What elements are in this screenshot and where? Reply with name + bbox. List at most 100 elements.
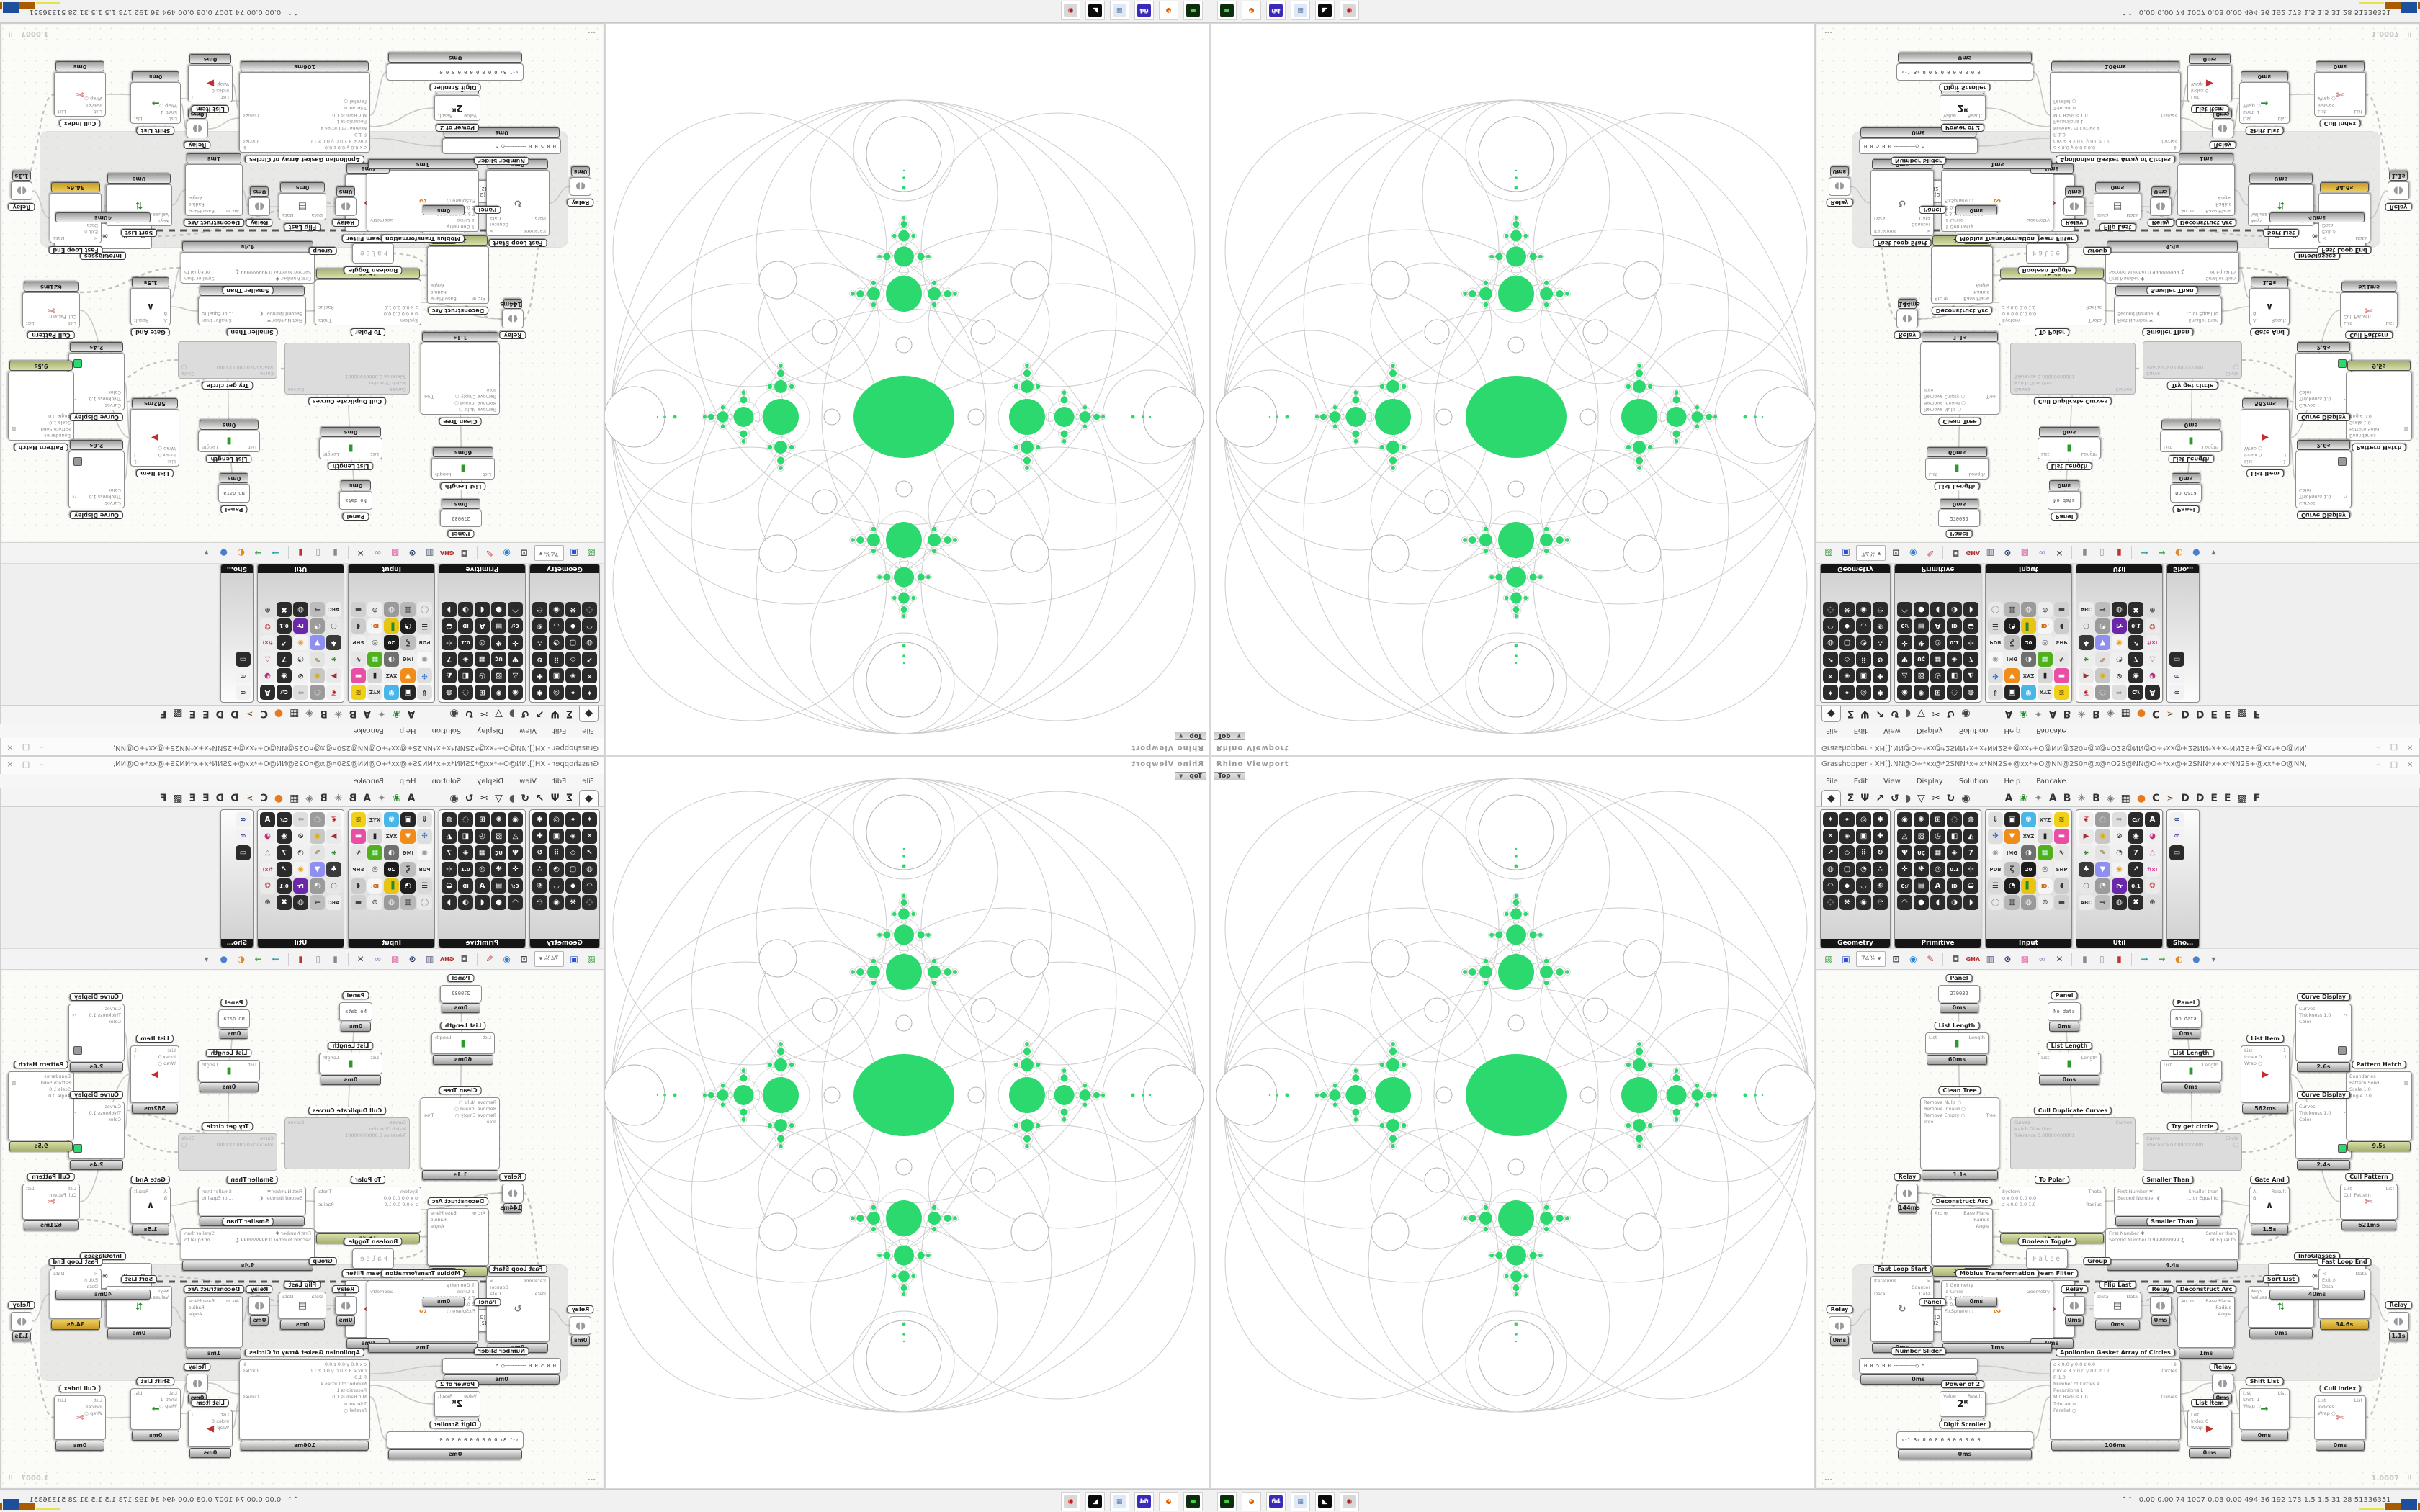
gh-node-panel-nodata-1[interactable]: No data (339, 1002, 372, 1021)
component-icon[interactable]: ◌ (2095, 685, 2110, 700)
component-icon[interactable]: ⇨ (2112, 812, 2127, 827)
toolbar-icon-13[interactable]: ✕ (2056, 954, 2063, 964)
component-icon[interactable]: ◆ (1839, 878, 1855, 894)
component-icon[interactable]: C:/ (277, 812, 292, 827)
component-icon[interactable]: ◈ (1947, 845, 1962, 860)
component-icon[interactable]: Ψ (508, 845, 523, 860)
gh-node-number-slider[interactable]: 0.0 5.0 0 ┄┄┄┄┄┄┄○ 5 (442, 1358, 561, 1374)
component-icon[interactable]: ▦ (2038, 652, 2053, 667)
plugin-tab-13[interactable]: D (2195, 793, 2205, 804)
toolbar-icon-10[interactable]: ⊙ (2004, 954, 2012, 964)
toolbar-icon-4[interactable]: ◉ (1909, 954, 1917, 964)
component-icon[interactable]: ⇒ (2095, 602, 2110, 617)
component-icon[interactable]: IMG (400, 652, 416, 667)
tab-9[interactable]: ◉ (449, 708, 459, 719)
gh-node-gate-and[interactable]: A Result B ∧ (2249, 1187, 2290, 1224)
menu-solution[interactable]: Solution (431, 726, 462, 735)
component-icon[interactable]: ↗ (277, 635, 292, 650)
plugin-tab-4[interactable]: B (349, 708, 357, 719)
component-icon[interactable]: ◌ (2095, 812, 2110, 827)
tab-0[interactable]: ◆ (1821, 706, 1841, 722)
gh-node-pattern-hatch[interactable]: Boundaries Pattern Solid ▨ Scale 1.0 Angle 0… (8, 372, 74, 441)
component-icon[interactable]: ✱ (1873, 685, 1888, 700)
component-icon[interactable]: ≋ (2054, 685, 2069, 700)
gh-node-flip-last[interactable]: Data Data ▤ (279, 193, 326, 220)
gh-node-panel-279032[interactable]: 279032 (1938, 510, 1980, 527)
toolbar-icon-17[interactable]: ▮ (298, 548, 303, 558)
component-icon[interactable]: ◈ (1839, 829, 1855, 844)
menu-file[interactable]: File (582, 777, 594, 786)
tab-0[interactable]: ◆ (579, 706, 599, 722)
component-icon[interactable]: ▶ (2079, 829, 2094, 844)
toolbar-icon-7[interactable]: ◘ (1952, 548, 1960, 558)
component-icon[interactable]: ◑ (384, 845, 399, 860)
component-icon[interactable]: ▼ (2095, 862, 2110, 877)
component-icon[interactable]: 0.1 (2128, 878, 2143, 894)
toolbar-icon-22[interactable]: ● (2192, 548, 2200, 558)
toolbar-icon-12[interactable]: ∞ (2038, 548, 2046, 558)
component-icon[interactable]: ▥ (400, 895, 416, 910)
gh-node-smaller-than-a[interactable]: First Number ✱ Smaller than Second Number … (2114, 1187, 2222, 1215)
component-icon[interactable]: ▶ (326, 668, 341, 683)
tab-6[interactable]: ▽ (1917, 708, 1925, 719)
component-icon[interactable]: ▢ (565, 635, 581, 650)
component-icon[interactable]: XYZ (367, 812, 382, 827)
component-icon[interactable]: ◭ (1963, 829, 1978, 844)
menu-pancake[interactable]: Pancake (354, 777, 384, 786)
plugin-tab-10[interactable]: C (260, 793, 268, 804)
component-icon[interactable]: ≋ (2054, 812, 2069, 827)
gh-node-cull-pattern[interactable]: List List Cull Pattern ✄ (2340, 1184, 2398, 1220)
toolbar-icon-19[interactable]: → (2141, 954, 2148, 964)
component-icon[interactable]: ✎ (310, 652, 325, 667)
component-icon[interactable]: ◔ (1856, 635, 1871, 650)
component-icon[interactable]: ◇ (1839, 652, 1855, 667)
component-icon[interactable]: ◇ (1839, 845, 1855, 860)
toolbar-icon-11[interactable]: ▩ (2020, 548, 2030, 558)
component-icon[interactable]: ▌ (384, 878, 399, 894)
component-icon[interactable]: ▨ (491, 829, 506, 844)
component-icon[interactable]: ❋ (1839, 602, 1855, 617)
component-icon[interactable]: ◒ (442, 878, 457, 894)
gh-node-list-length-1[interactable]: List Length ▮ (431, 458, 495, 480)
tab-2[interactable]: Ψ (550, 793, 560, 804)
component-icon[interactable]: ◌ (310, 812, 325, 827)
tab-1[interactable]: Σ (1847, 708, 1855, 719)
gh-node-flip-last[interactable]: Data Data ▤ (2094, 1292, 2141, 1319)
toolbar-icon-4[interactable]: ◉ (503, 954, 511, 964)
grasshopper-canvas[interactable]: 279032 Panel 0ms List Length ▮ List Length 60ms… (1817, 25, 2418, 541)
component-icon[interactable]: ▢ (1839, 635, 1855, 650)
plugin-tab-10[interactable]: C (2152, 708, 2160, 719)
component-icon[interactable]: ⊞ (1930, 685, 1945, 700)
toolbar-icon-8[interactable]: GHA (439, 549, 454, 557)
toolbar-icon-23[interactable]: ▾ (204, 548, 209, 558)
gh-node-relay-f[interactable]: ◖◗ (2212, 1374, 2233, 1392)
component-icon[interactable]: ◇ (565, 652, 581, 667)
component-icon[interactable]: ↗ (582, 652, 597, 667)
canvas-widget-dots[interactable]: … (1824, 30, 1832, 39)
component-icon[interactable]: ID (1947, 618, 1962, 634)
component-icon[interactable]: 7 (2128, 845, 2143, 860)
component-icon[interactable]: ⊙ (2038, 895, 2053, 910)
component-icon[interactable]: ○ (2079, 618, 2094, 634)
component-icon[interactable]: A (2145, 685, 2160, 700)
gh-node-relay-a[interactable]: ◖◗ (1896, 1184, 1918, 1202)
component-icon[interactable]: SHP (2054, 635, 2069, 650)
component-icon[interactable]: ◷ (1930, 829, 1945, 844)
component-icon[interactable]: ◎ (475, 635, 490, 650)
component-icon[interactable]: ◡ (549, 878, 564, 894)
gh-node-fast-loop-start[interactable]: Iterations > Counter Data Data ↻ (1870, 170, 1934, 236)
component-icon[interactable]: ♣ (326, 635, 341, 650)
component-icon[interactable]: ▦ (1930, 845, 1945, 860)
component-icon[interactable]: ⌖ (1839, 685, 1855, 700)
plugin-tab-12[interactable]: D (230, 708, 239, 719)
component-icon[interactable]: ▤ (1914, 878, 1929, 894)
component-icon[interactable]: ▼ (2004, 668, 2020, 683)
gh-node-boolean-toggle[interactable]: False (352, 1248, 394, 1269)
component-icon[interactable]: ✾ (2021, 685, 2036, 700)
component-icon[interactable]: ∴ (532, 862, 547, 877)
component-icon[interactable]: ◉ (508, 685, 523, 700)
gh-node-cull-duplicate-curves[interactable]: Curves Curves Match Direction Tolerance 0.0… (284, 343, 410, 395)
terminal-icon[interactable]: ▬ (1183, 1492, 1203, 1511)
